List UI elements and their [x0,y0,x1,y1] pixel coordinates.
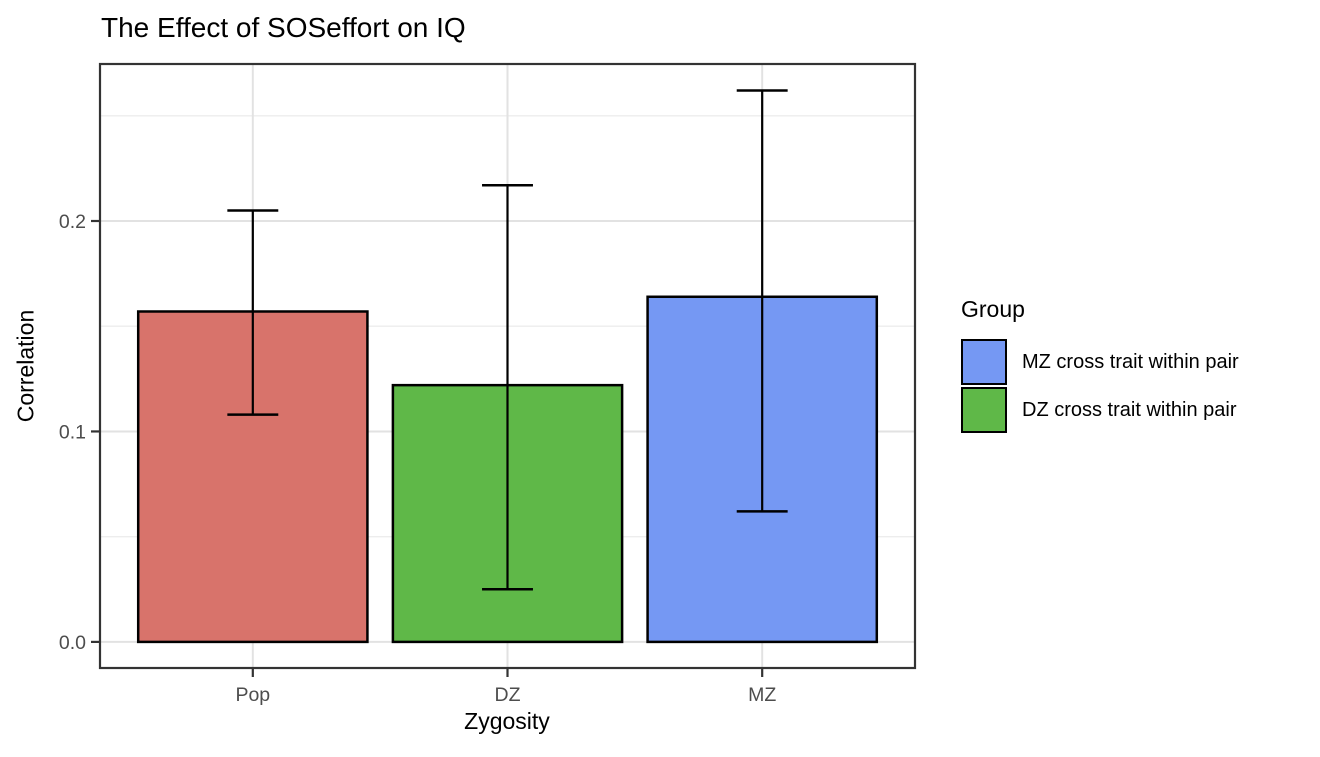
legend-label-mz: MZ cross trait within pair [1022,350,1239,373]
y-tick-label: 0.2 [59,211,86,233]
x-axis-title: Zygosity [464,708,550,734]
y-axis-title: Correlation [12,309,39,423]
legend: Group MZ cross trait within pair DZ cros… [961,296,1316,435]
chart-title: The Effect of SOSeffort on IQ [101,12,466,43]
x-tick-label: Pop [235,684,270,706]
x-tick-label: DZ [495,684,521,706]
legend-swatch-mz-icon [961,339,1007,385]
legend-title: Group [961,296,1025,322]
y-tick-label: 0.1 [59,421,86,443]
y-tick-label: 0.0 [59,632,86,654]
x-tick-label: MZ [748,684,776,706]
legend-swatch-dz-icon [961,387,1007,433]
legend-item-mz: MZ cross trait within pair [961,339,1316,385]
legend-item-dz: DZ cross trait within pair [961,387,1316,433]
legend-label-dz: DZ cross trait within pair [1022,398,1237,421]
